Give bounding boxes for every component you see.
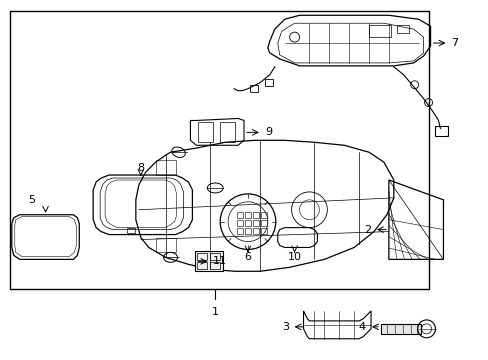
Bar: [210, 253, 220, 260]
Bar: [252, 212, 258, 218]
Bar: [252, 228, 258, 234]
Bar: [197, 262, 207, 269]
Bar: [198, 122, 213, 142]
Bar: [260, 212, 266, 218]
Bar: [252, 220, 258, 226]
Bar: [237, 220, 243, 226]
Bar: [264, 79, 272, 86]
Bar: [434, 126, 447, 136]
Text: 4: 4: [358, 322, 366, 332]
Bar: [260, 220, 266, 226]
Text: 11: 11: [213, 256, 227, 266]
Text: 1: 1: [211, 307, 218, 317]
Bar: [197, 253, 207, 260]
Text: 2: 2: [363, 225, 370, 235]
Bar: [237, 228, 243, 234]
Bar: [244, 212, 250, 218]
Bar: [210, 262, 220, 269]
Bar: [10, 11, 427, 289]
Bar: [260, 228, 266, 234]
Bar: [380, 324, 420, 334]
Bar: [195, 251, 223, 271]
Bar: [244, 228, 250, 234]
Text: 10: 10: [287, 252, 301, 262]
Text: 5: 5: [28, 195, 35, 205]
Bar: [244, 220, 250, 226]
Bar: [237, 212, 243, 218]
Text: 6: 6: [244, 252, 251, 262]
Bar: [155, 238, 175, 252]
Bar: [220, 122, 235, 142]
Bar: [249, 85, 257, 92]
Text: 8: 8: [137, 163, 144, 173]
Bar: [127, 228, 135, 233]
Text: 7: 7: [450, 38, 458, 48]
Bar: [368, 25, 390, 37]
Bar: [396, 25, 408, 33]
Bar: [155, 160, 175, 175]
Text: 9: 9: [264, 127, 271, 138]
Text: 3: 3: [282, 322, 289, 332]
